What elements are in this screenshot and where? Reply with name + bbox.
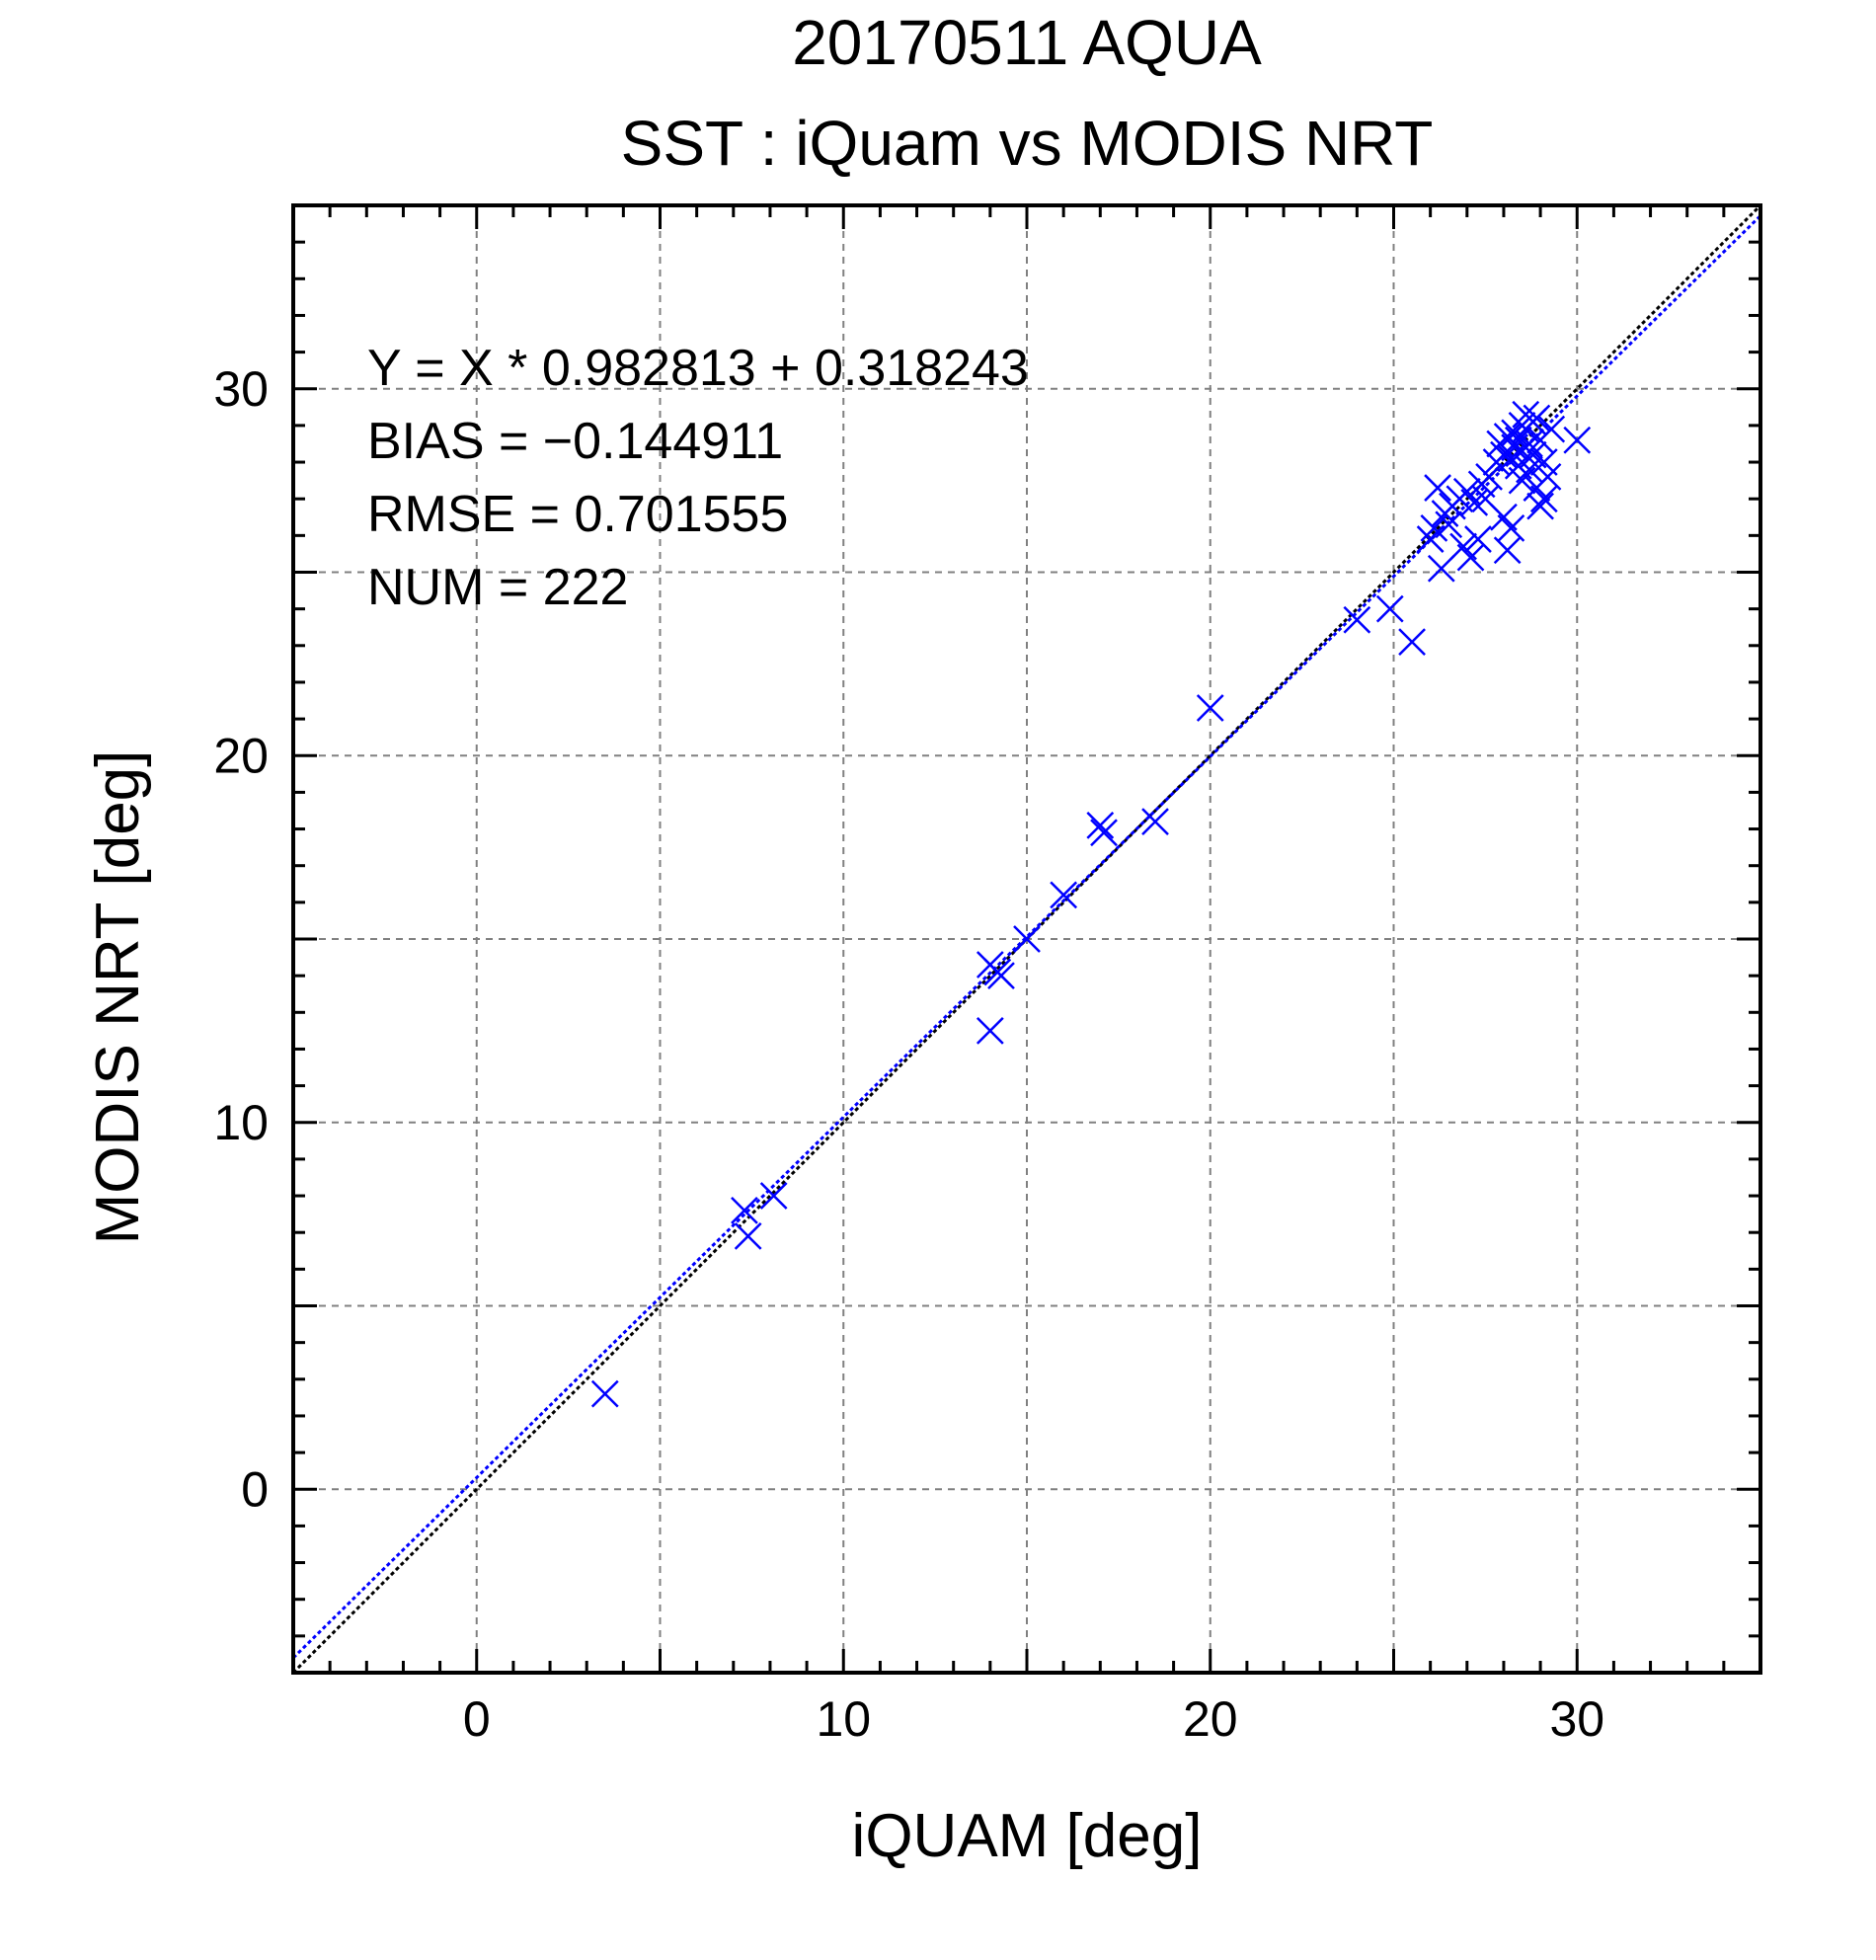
data-point	[1375, 594, 1404, 623]
stats-line: NUM = 222	[367, 559, 628, 616]
stats-line: BIAS = −0.144911	[367, 413, 783, 470]
data-point	[1497, 514, 1525, 542]
data-point	[1141, 808, 1169, 836]
data-point	[1516, 430, 1543, 458]
data-point	[1416, 525, 1445, 553]
data-point	[1563, 426, 1592, 454]
x-axis-label: iQUAM [deg]	[852, 1802, 1203, 1870]
data-point	[1460, 489, 1489, 516]
data-point	[1537, 415, 1566, 443]
x-tick-label: 20	[1183, 1691, 1238, 1747]
y-tick-label: 10	[213, 1095, 269, 1150]
data-point	[759, 1182, 788, 1210]
grid-lines	[293, 205, 1760, 1673]
y-axis-label: MODIS NRT [deg]	[84, 750, 152, 1245]
x-tick-label: 30	[1549, 1691, 1604, 1747]
x-tick-label: 0	[463, 1691, 491, 1747]
data-point	[590, 1379, 619, 1408]
data-point	[987, 962, 1015, 990]
data-point	[1456, 543, 1485, 572]
data-point	[1493, 536, 1522, 565]
stats-line: RMSE = 0.701555	[367, 486, 788, 543]
y-tick-label: 0	[241, 1461, 269, 1517]
stats-annotations: Y = X * 0.982813 + 0.318243 BIAS = −0.144…	[367, 340, 1029, 616]
chart-title: 20170511 AQUA	[792, 7, 1262, 78]
tick-labels: 0 10 20 30 0 10 20 30	[213, 361, 1604, 1747]
data-point	[1529, 485, 1558, 513]
plot-frame	[291, 203, 1762, 1675]
data-point	[1013, 925, 1041, 953]
data-point	[1086, 811, 1115, 839]
data-point	[1196, 694, 1224, 722]
data-point	[976, 1016, 1004, 1045]
data-points	[590, 400, 1592, 1408]
data-point	[731, 1197, 758, 1224]
chart-subtitle: SST : iQuam vs MODIS NRT	[621, 108, 1434, 179]
data-point	[1464, 525, 1492, 553]
data-point	[1090, 819, 1118, 847]
data-point	[1526, 492, 1554, 520]
y-tick-label: 20	[213, 728, 269, 783]
data-point	[1424, 474, 1451, 502]
x-tick-label: 10	[816, 1691, 871, 1747]
stats-line: Y = X * 0.982813 + 0.318243	[367, 340, 1029, 397]
data-point	[1533, 463, 1562, 491]
data-point	[1435, 510, 1463, 539]
data-point	[1475, 463, 1503, 491]
data-point	[734, 1222, 762, 1250]
data-point	[1050, 881, 1078, 909]
data-point	[1343, 605, 1371, 634]
y-tick-label: 30	[213, 361, 269, 417]
data-point	[1427, 554, 1455, 583]
data-point	[1398, 628, 1426, 656]
